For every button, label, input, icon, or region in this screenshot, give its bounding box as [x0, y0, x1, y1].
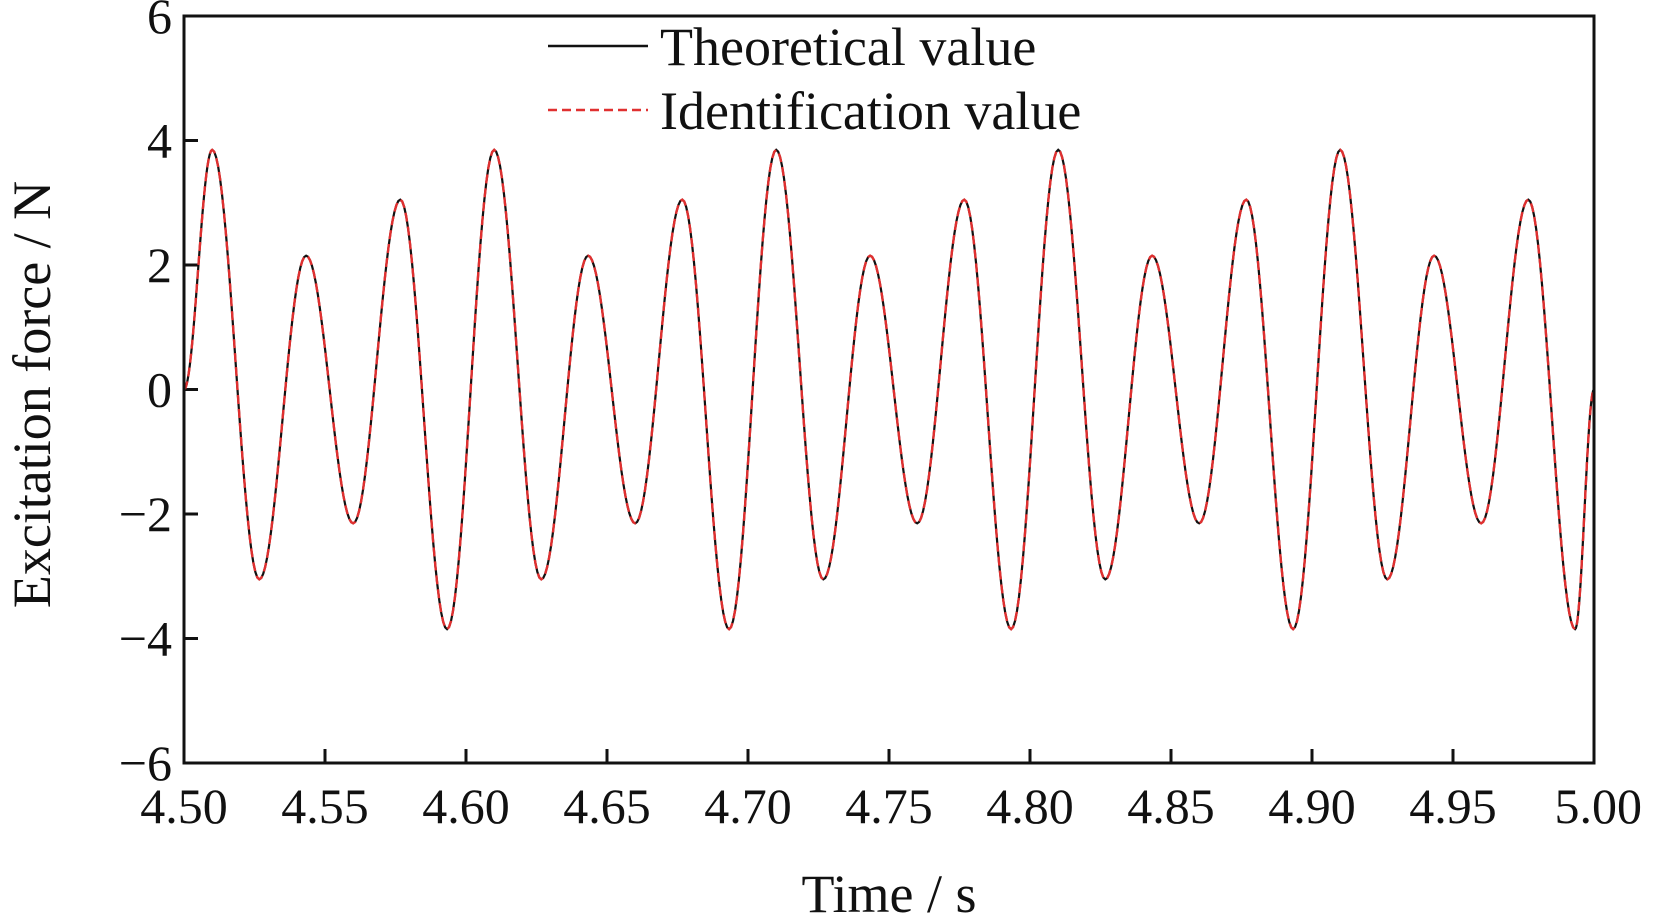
x-axis-label: Time / s: [801, 864, 976, 920]
x-tick-label: 4.95: [1409, 778, 1497, 834]
x-tick-label: 4.50: [140, 778, 228, 834]
x-tick-label: 4.60: [422, 778, 510, 834]
y-tick-label: 4: [147, 113, 172, 169]
x-tick-label: 4.65: [563, 778, 651, 834]
plot-frame: [182, 14, 1596, 765]
series-layer: [183, 148, 1595, 631]
y-tick-label: −6: [119, 735, 172, 791]
legend-label-identification: Identification value: [660, 81, 1081, 141]
y-tick-label: −4: [119, 611, 172, 667]
x-tick-label: 4.70: [704, 778, 792, 834]
series-line-theoretical: [183, 148, 1595, 631]
x-tick-label: 4.75: [845, 778, 933, 834]
x-tick-label: 4.80: [986, 778, 1074, 834]
x-tick-label: 5.00: [1555, 778, 1643, 834]
y-tick-label: −2: [119, 486, 172, 542]
x-tick-label: 4.85: [1127, 778, 1215, 834]
y-tick-label: 2: [147, 237, 172, 293]
y-tick-label: 6: [147, 0, 172, 44]
series-line-identification: [183, 148, 1595, 631]
x-tick-label: 4.90: [1268, 778, 1356, 834]
y-axis-label: Excitation force / N: [2, 181, 62, 608]
legend: Theoretical value Identification value: [548, 17, 1081, 141]
y-tick-label: 0: [147, 362, 172, 418]
legend-label-theoretical: Theoretical value: [660, 17, 1036, 77]
x-axis-ticks: 4.50 4.55 4.60 4.65 4.70 4.75 4.80 4.85 4.90 4.95…: [140, 749, 1642, 834]
x-tick-label: 4.55: [281, 778, 369, 834]
y-axis-ticks: −6 −4 −2 0 2 4 6: [119, 0, 198, 791]
